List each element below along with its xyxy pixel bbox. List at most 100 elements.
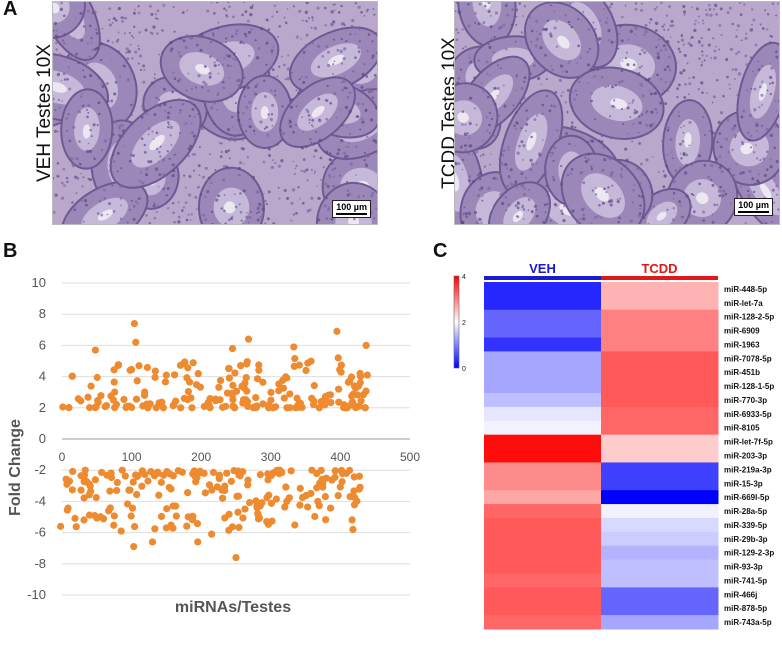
- data-point: [259, 378, 267, 386]
- row-label: miR-8105: [724, 424, 760, 433]
- data-point: [197, 469, 205, 477]
- mirna-heatmap: VEH TCDD miR-448-5p miR-let-7a miR-128-2-5p m…: [453, 262, 774, 630]
- tcdd-micrograph: 100 µm: [454, 1, 780, 225]
- data-point: [133, 490, 141, 499]
- column-color-bar-tcdd: [601, 276, 718, 280]
- heatmap-cell: [601, 517, 719, 533]
- data-point: [57, 522, 65, 530]
- data-point: [118, 466, 126, 474]
- heatmap-cell: [601, 573, 719, 588]
- data-point: [77, 472, 85, 480]
- data-point: [256, 471, 264, 479]
- data-point: [172, 502, 180, 510]
- data-point: [252, 403, 260, 412]
- row-label: miR-29b-3p: [724, 535, 768, 544]
- data-point: [225, 374, 233, 382]
- data-point: [315, 502, 323, 510]
- data-point: [331, 473, 339, 481]
- data-point: [81, 466, 89, 474]
- y-tick-label: -2: [34, 462, 46, 477]
- data-point: [237, 362, 245, 370]
- row-label: miR-466j: [724, 590, 757, 599]
- data-point: [162, 524, 170, 532]
- data-point: [263, 493, 271, 502]
- data-point: [184, 364, 192, 372]
- data-point: [276, 466, 284, 474]
- data-point: [117, 527, 125, 535]
- row-label: miR-878-5p: [724, 604, 767, 613]
- data-point: [123, 500, 132, 508]
- data-point: [110, 521, 118, 529]
- data-point: [107, 392, 115, 400]
- column-color-bar-veh: [484, 276, 601, 280]
- data-point: [180, 394, 188, 403]
- data-point: [224, 365, 233, 373]
- data-point: [184, 513, 192, 521]
- heatmap-cell: [484, 337, 602, 352]
- heatmap-cell: [601, 434, 719, 450]
- data-point: [93, 373, 101, 382]
- data-point: [155, 399, 163, 407]
- data-point: [94, 397, 102, 405]
- data-point: [110, 366, 118, 374]
- data-point: [216, 376, 225, 385]
- data-point: [243, 360, 251, 368]
- data-point: [132, 395, 141, 403]
- data-point: [194, 538, 202, 546]
- data-point: [192, 381, 201, 389]
- heatmap-cell: [484, 504, 602, 519]
- data-point: [229, 381, 237, 389]
- column-header-tcdd: TCDD: [641, 262, 677, 276]
- data-point: [326, 504, 335, 512]
- data-point: [334, 354, 342, 362]
- heatmap-cell: [601, 420, 719, 436]
- data-point: [290, 362, 298, 370]
- data-point: [350, 487, 358, 495]
- panel-letter-c: C: [433, 240, 448, 262]
- data-point: [151, 373, 159, 381]
- data-point: [154, 468, 162, 476]
- row-label: miR-let-7a: [724, 299, 763, 308]
- data-point: [144, 477, 152, 485]
- data-point: [356, 372, 365, 380]
- heatmap-cell: [484, 615, 602, 630]
- data-point: [244, 335, 253, 343]
- data-point: [296, 501, 304, 509]
- data-point: [221, 486, 229, 495]
- data-point: [322, 516, 330, 524]
- data-point: [183, 522, 191, 530]
- heatmap-cell: [601, 615, 719, 630]
- data-point: [148, 538, 157, 546]
- row-label: miR-128-2-5p: [724, 313, 774, 322]
- data-point: [151, 367, 159, 375]
- heatmap-cell: [484, 420, 602, 436]
- colorbar-tick-label: 2: [462, 320, 466, 327]
- data-point: [130, 522, 139, 531]
- heatmap-cell: [601, 309, 719, 325]
- data-point: [255, 361, 263, 369]
- heatmap-cell: [484, 559, 602, 574]
- heatmap-cell: [601, 476, 719, 491]
- data-point: [85, 491, 93, 499]
- x-tick-label: 100: [122, 450, 142, 464]
- data-point: [286, 390, 294, 398]
- data-point: [135, 362, 143, 370]
- data-point: [239, 467, 247, 476]
- data-point: [291, 354, 299, 363]
- data-point: [327, 398, 335, 407]
- data-point: [157, 478, 165, 486]
- data-point: [190, 467, 198, 475]
- heatmap-cell: [484, 379, 602, 394]
- row-label: miR-7078-5p: [724, 354, 772, 363]
- data-point: [69, 467, 77, 476]
- data-point: [99, 515, 108, 523]
- data-point: [233, 492, 241, 500]
- data-point: [157, 512, 166, 521]
- row-label: miR-448-5p: [724, 285, 767, 294]
- data-point: [187, 394, 195, 402]
- data-point: [129, 478, 137, 486]
- data-point: [259, 400, 267, 408]
- data-point: [161, 378, 170, 386]
- data-point: [290, 343, 298, 351]
- heatmap-cell: [484, 434, 602, 450]
